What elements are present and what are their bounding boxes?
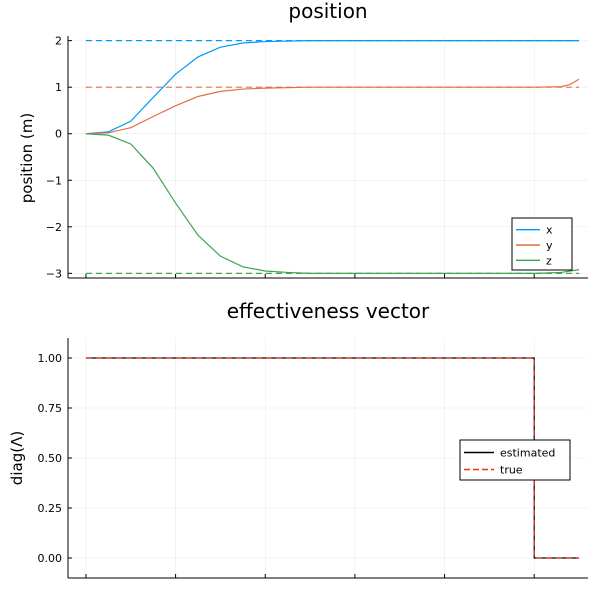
y-tick-label: 0.25 [38, 502, 63, 515]
y-tick-label: −3 [46, 267, 62, 280]
position-panel: position position (m) 2 1 0 −1 −2 −3 xyz [18, 0, 588, 280]
y-tick-label: 1 [55, 81, 62, 94]
y-tick-label: 0.50 [38, 452, 63, 465]
series-x-line [85, 40, 580, 135]
legend-label: x [546, 224, 553, 237]
effectiveness-panel: effectiveness vector diag(Λ) 1.00 0.75 0.5… [8, 299, 588, 579]
legend-label: z [546, 254, 552, 267]
y-tick-label: 0.00 [38, 552, 63, 565]
chart-title: position [288, 0, 367, 23]
chart-legend: xyz [511, 217, 573, 271]
series-true-line [85, 357, 580, 559]
series-z-line [85, 133, 580, 274]
legend-box [511, 217, 573, 271]
y-tick-label: 0 [55, 128, 62, 141]
series-y-line [85, 78, 580, 135]
legend-label: true [500, 464, 523, 477]
y-tick-label: −2 [46, 221, 62, 234]
y-axis-label: diag(Λ) [8, 431, 26, 485]
chart-title: effectiveness vector [227, 299, 430, 323]
y-tick-label: 1.00 [38, 352, 63, 365]
legend-box [459, 439, 571, 481]
y-axis-label: position (m) [18, 113, 36, 204]
y-tick-label: 0.75 [38, 402, 63, 415]
y-tick-label: −1 [46, 174, 62, 187]
legend-label: y [546, 239, 553, 252]
y-tick-label: 2 [55, 35, 62, 48]
legend-label: estimated [500, 447, 555, 460]
chart-legend: estimated true [459, 439, 571, 481]
